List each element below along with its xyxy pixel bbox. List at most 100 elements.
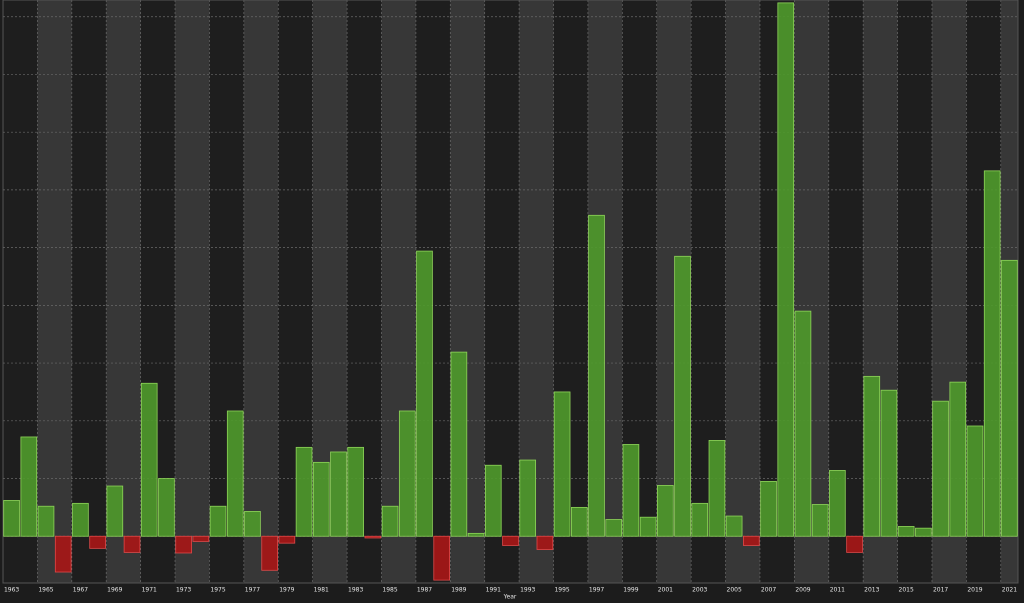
bar bbox=[519, 459, 537, 537]
bar bbox=[192, 535, 210, 542]
bar bbox=[416, 250, 433, 537]
x-tick-label: 1965 bbox=[38, 587, 53, 594]
x-tick-label: 1985 bbox=[382, 587, 397, 594]
x-tick-label: 2019 bbox=[967, 587, 982, 594]
bar bbox=[347, 446, 364, 537]
x-tick-label: 1999 bbox=[623, 587, 638, 594]
bar bbox=[295, 446, 313, 537]
bar bbox=[244, 511, 261, 537]
bar bbox=[364, 535, 382, 539]
bar bbox=[743, 535, 760, 546]
bar bbox=[278, 535, 296, 544]
bar bbox=[725, 515, 743, 537]
x-axis-label: Year bbox=[503, 594, 517, 601]
x-tick-label: 1971 bbox=[142, 587, 157, 594]
bar bbox=[123, 535, 141, 553]
bar bbox=[777, 2, 795, 537]
x-tick-label: 1967 bbox=[73, 587, 88, 594]
plot-frame bbox=[2, 0, 1019, 584]
bar bbox=[983, 170, 1001, 537]
x-tick-label: 1991 bbox=[486, 587, 501, 594]
bar bbox=[897, 526, 915, 537]
x-tick-label: 1995 bbox=[554, 587, 569, 594]
bar bbox=[20, 436, 38, 537]
x-tick-label: 1977 bbox=[245, 587, 260, 594]
bar bbox=[37, 505, 55, 537]
x-tick-label: 2017 bbox=[933, 587, 948, 594]
bar bbox=[89, 535, 106, 549]
bar bbox=[209, 505, 227, 537]
bar bbox=[657, 485, 674, 537]
bar bbox=[484, 464, 502, 537]
bar bbox=[915, 527, 932, 537]
bar bbox=[536, 535, 554, 550]
x-tick-label: 1997 bbox=[589, 587, 604, 594]
bar bbox=[605, 519, 623, 537]
bar bbox=[433, 535, 451, 581]
x-tick-label: 1963 bbox=[4, 587, 19, 594]
band bbox=[725, 0, 760, 583]
bar bbox=[811, 504, 829, 537]
x-tick-label: 2013 bbox=[864, 587, 879, 594]
bar bbox=[261, 535, 278, 571]
bar bbox=[932, 400, 949, 537]
x-tick-label: 1979 bbox=[279, 587, 294, 594]
bar bbox=[571, 506, 588, 537]
x-tick-label: 1973 bbox=[176, 587, 191, 594]
bar bbox=[54, 535, 72, 573]
bar bbox=[639, 516, 657, 537]
x-tick-label: 1983 bbox=[348, 587, 363, 594]
bar bbox=[467, 532, 485, 537]
bar bbox=[846, 535, 863, 553]
bar bbox=[502, 535, 519, 546]
x-tick-label: 1989 bbox=[451, 587, 466, 594]
bar bbox=[966, 425, 984, 537]
bar bbox=[72, 502, 89, 537]
bar bbox=[863, 375, 881, 537]
bar bbox=[553, 391, 571, 537]
bar bbox=[312, 461, 330, 537]
x-tick-label: 2003 bbox=[692, 587, 707, 594]
bar bbox=[381, 505, 399, 537]
bar bbox=[226, 410, 244, 537]
bar bbox=[106, 485, 124, 537]
plot bbox=[3, 2, 1018, 581]
x-tick-label: 1969 bbox=[107, 587, 122, 594]
bar bbox=[450, 351, 468, 537]
bar bbox=[158, 478, 175, 537]
x-tick-label: 1993 bbox=[520, 587, 535, 594]
band bbox=[37, 0, 72, 583]
band bbox=[71, 0, 107, 583]
bar bbox=[760, 481, 777, 537]
x-tick-label: 2009 bbox=[795, 587, 810, 594]
bar bbox=[3, 500, 20, 537]
band bbox=[243, 0, 279, 583]
band bbox=[897, 0, 932, 583]
x-tick-label: 1975 bbox=[210, 587, 225, 594]
bar bbox=[622, 444, 640, 537]
bar bbox=[330, 451, 347, 537]
x-tick-label: 2011 bbox=[830, 587, 845, 594]
x-tick-label: 2021 bbox=[1002, 587, 1017, 594]
bar bbox=[949, 381, 967, 537]
bar bbox=[398, 410, 416, 537]
x-tick-label: 2005 bbox=[727, 587, 742, 594]
x-tick-label: 2007 bbox=[761, 587, 776, 594]
x-tick-label: 2001 bbox=[658, 587, 673, 594]
bar bbox=[691, 502, 709, 537]
bar bbox=[794, 310, 812, 537]
x-tick-label: 1981 bbox=[314, 587, 329, 594]
bar bbox=[588, 214, 605, 537]
bar bbox=[674, 255, 691, 537]
x-tick-label: 1987 bbox=[417, 587, 432, 594]
bar bbox=[140, 382, 158, 537]
bar bbox=[880, 389, 898, 537]
x-tick-label: 2015 bbox=[899, 587, 914, 594]
bar bbox=[1001, 259, 1018, 537]
bar bbox=[708, 440, 726, 537]
band bbox=[175, 0, 210, 583]
bar bbox=[829, 470, 846, 537]
bar bbox=[175, 535, 192, 554]
